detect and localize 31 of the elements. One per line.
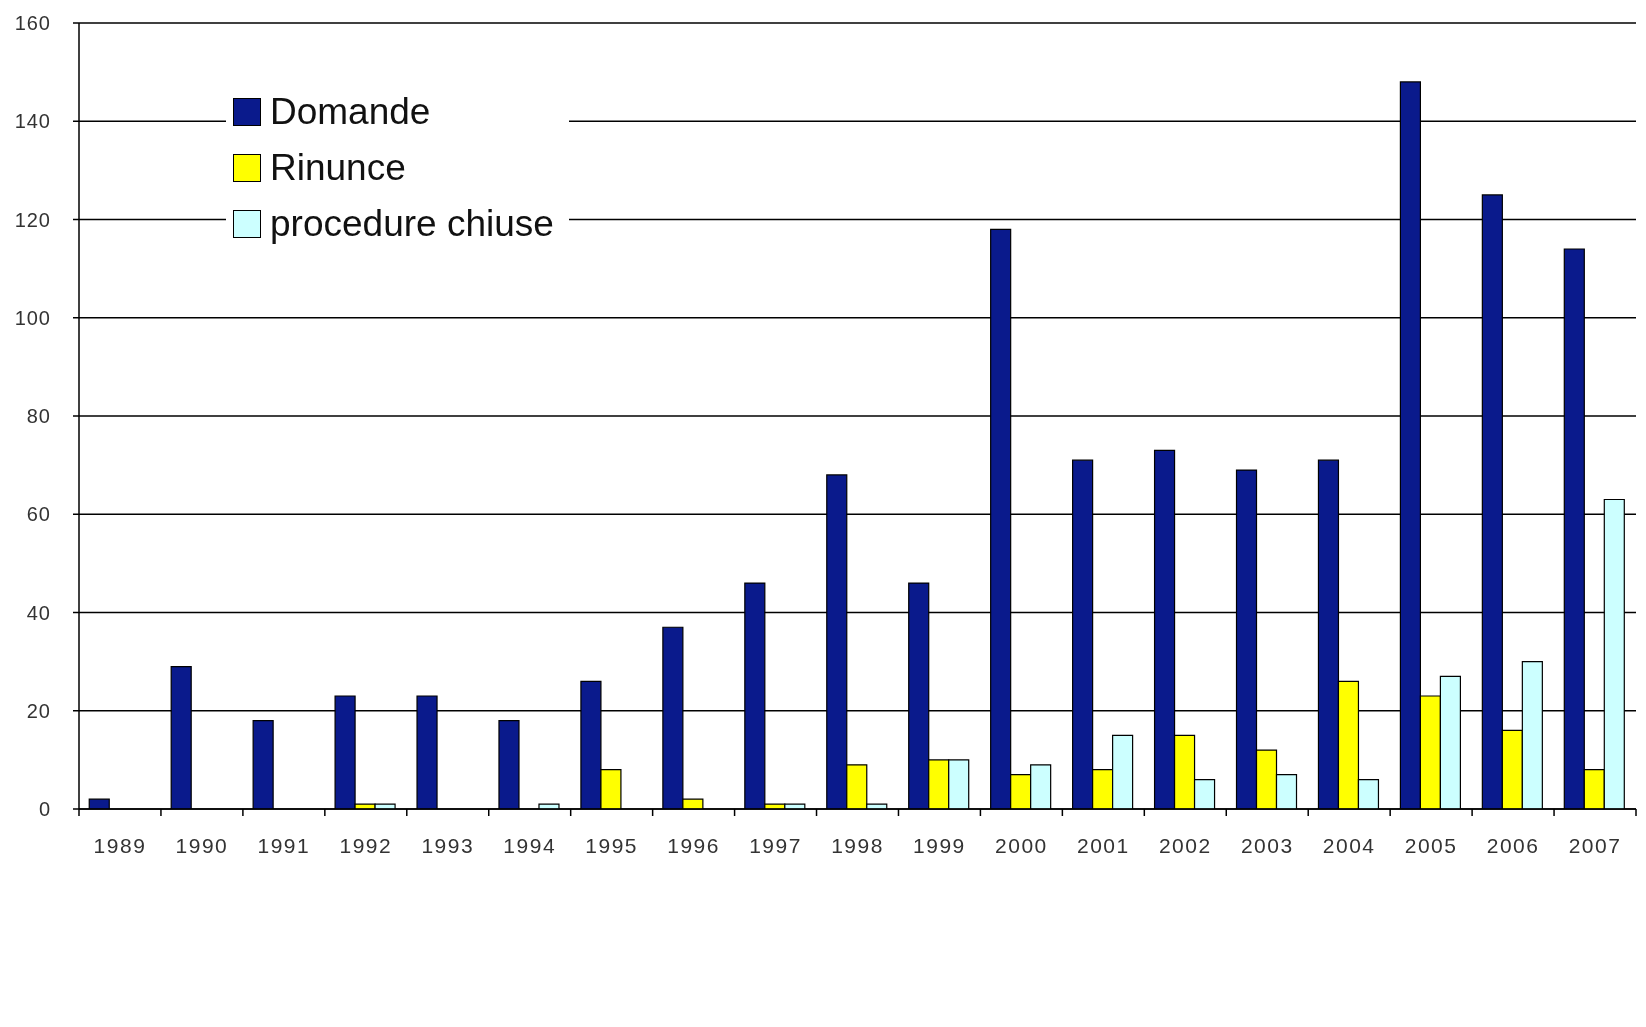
x-tick-label: 1994 <box>503 834 557 857</box>
x-tick-label: 2000 <box>995 834 1048 857</box>
y-tick-label: 160 <box>14 12 51 35</box>
y-tick-label: 100 <box>14 306 51 329</box>
legend-label: Domande <box>270 91 431 133</box>
x-tick-label: 1990 <box>175 834 229 857</box>
x-tick-label: 1992 <box>339 834 393 857</box>
x-tick-label: 1997 <box>749 834 802 857</box>
y-tick-label: 60 <box>26 503 51 526</box>
x-tick-label: 1995 <box>585 834 639 857</box>
y-tick-label: 140 <box>14 110 51 133</box>
x-tick-label: 2001 <box>1076 834 1130 857</box>
x-tick-label: 2003 <box>1240 834 1294 857</box>
x-tick-label: 2004 <box>1322 834 1376 857</box>
y-tick-label: 40 <box>26 601 51 624</box>
y-tick-label: 120 <box>14 208 51 231</box>
y-tick-label: 20 <box>26 699 51 722</box>
y-tick-label: 0 <box>38 798 51 821</box>
x-tick-label: 1998 <box>831 834 884 857</box>
x-tick-label: 1989 <box>93 834 147 857</box>
x-tick-label: 2005 <box>1404 834 1458 857</box>
x-tick-label: 2006 <box>1486 834 1540 857</box>
legend-label: Rinunce <box>270 147 406 189</box>
y-tick-label: 80 <box>26 405 51 428</box>
x-tick-label: 2007 <box>1568 834 1622 857</box>
x-tick-label: 1999 <box>913 834 966 857</box>
x-tick-label: 1991 <box>257 834 311 857</box>
legend-label: procedure chiuse <box>270 203 554 245</box>
x-tick-label: 1993 <box>421 834 475 857</box>
x-tick-label: 1996 <box>667 834 720 857</box>
x-tick-label: 2002 <box>1158 834 1212 857</box>
